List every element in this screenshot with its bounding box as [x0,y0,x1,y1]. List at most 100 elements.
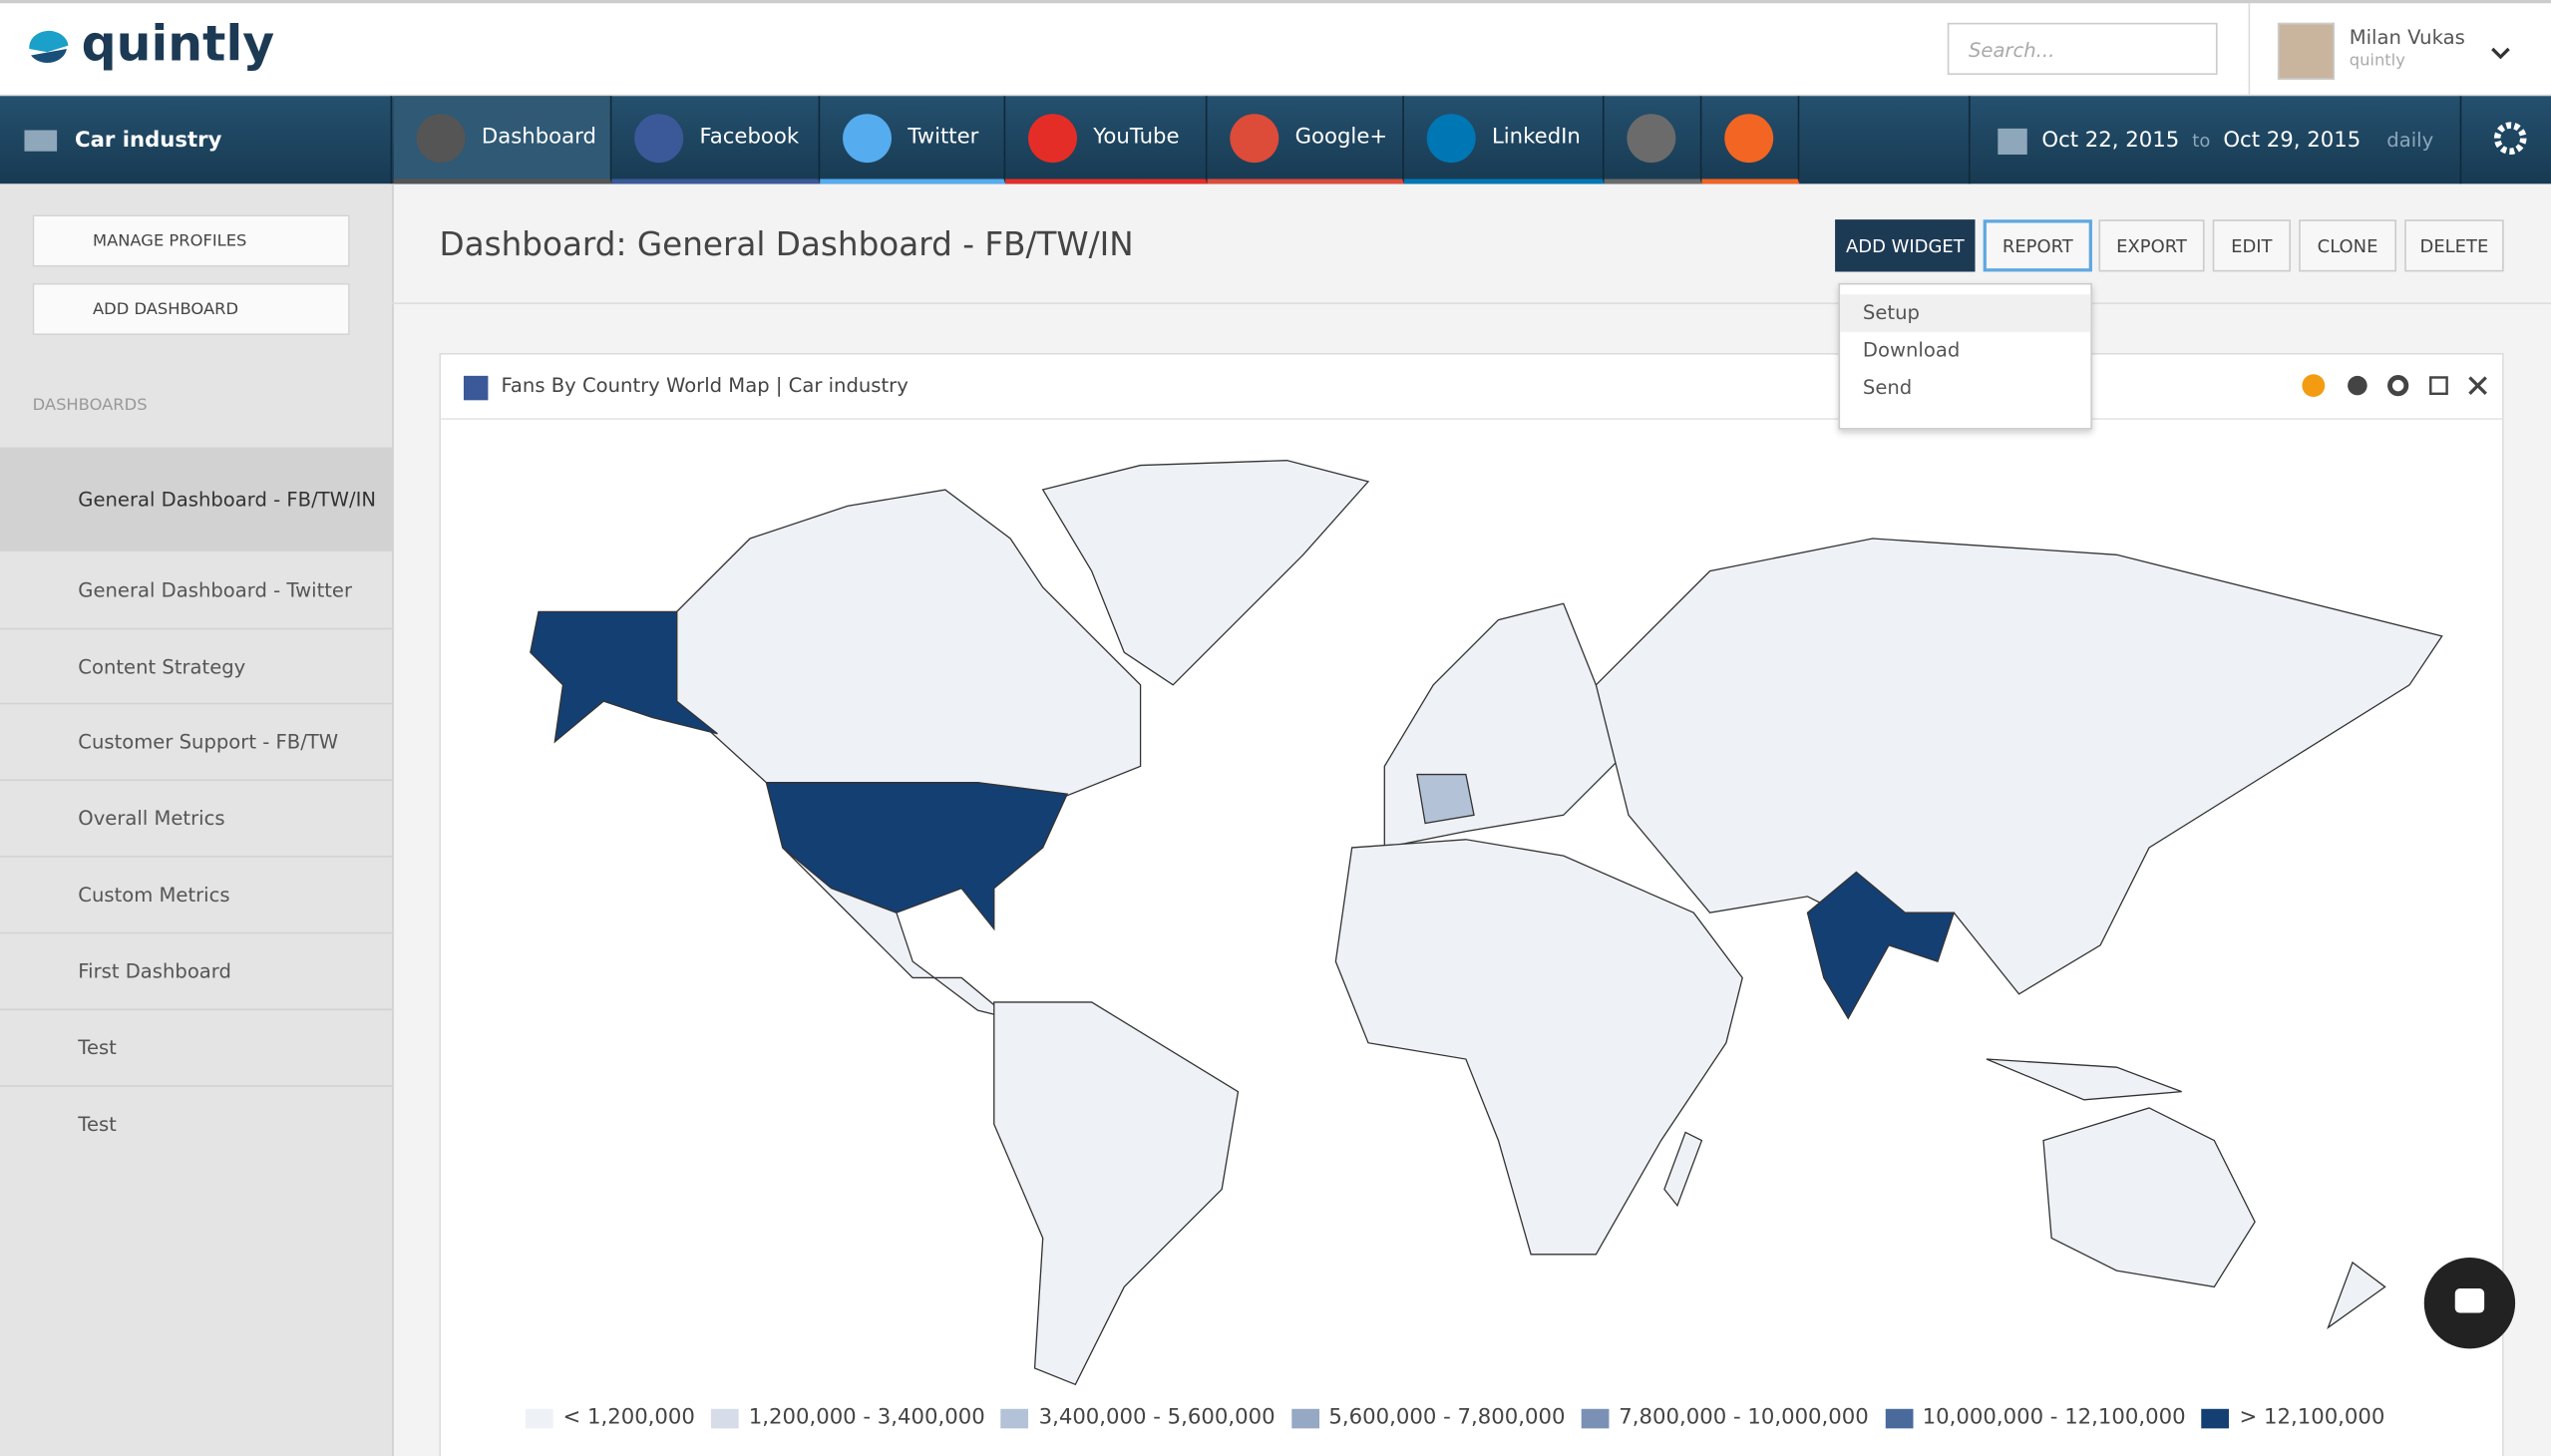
widget-controls[interactable] [2296,371,2491,404]
calendar-icon [1998,128,2027,155]
interval: daily [2386,128,2434,152]
france [1416,773,1475,825]
page-title: Dashboard: General Dashboard - FB/TW/IN [439,224,1134,264]
legend-swatch [1885,1407,1913,1428]
action-button[interactable]: CLONE [2299,219,2397,272]
action-button[interactable]: EXPORT [2098,219,2205,272]
nav-tab[interactable]: Google+ [1207,96,1404,184]
sidebar-button[interactable]: MANAGE PROFILES [32,214,350,267]
legend-label: 5,600,000 - 7,800,000 [1328,1405,1566,1430]
usa [765,782,1069,931]
legend-item: 5,600,000 - 7,800,000 [1290,1405,1566,1430]
nav-bar: Car industry Dashboard Facebook Twitter You… [0,96,2551,184]
dashboard-name: Customer Support - FB/TW [78,730,339,754]
dashboard-link[interactable]: Content Strategy [0,627,393,703]
tab-icon [1426,113,1476,163]
dashboard-name: Test [78,1112,117,1136]
europe [1383,602,1630,849]
date-to: Oct 29, 2015 [2223,128,2362,153]
tab-label: Google+ [1294,125,1388,151]
action-button[interactable]: REPORT [1983,219,2092,272]
facebook-icon [463,375,489,401]
nav-tab[interactable]: Twitter [820,96,1006,184]
date-from: Oct 22, 2015 [2041,128,2180,153]
dashboard-link[interactable]: Custom Metrics [0,856,393,932]
gear-icon [2493,122,2527,155]
tab-icon [1230,113,1279,163]
dashboard-name: Content Strategy [78,654,246,678]
dashboard-name: First Dashboard [78,959,231,983]
divider [2248,3,2251,98]
user-name: Milan Vukas [2349,26,2465,49]
nav-tab[interactable] [1701,96,1800,184]
search-box[interactable]: Search... [1947,22,2218,76]
dashboard-name: General Dashboard - Twitter [78,577,353,601]
legend-item: 7,800,000 - 10,000,000 [1581,1405,1869,1430]
widget-header [441,355,2503,420]
nav-tab[interactable]: YouTube [1005,96,1208,184]
dashboard-link[interactable]: General Dashboard - FB/TW/IN [0,447,393,550]
tab-label: Dashboard [481,125,596,151]
dashboard-name: Overall Metrics [78,807,225,831]
divider [392,302,2551,305]
profile-group-label: Car industry [75,128,222,153]
madagascar [1663,1131,1703,1208]
dashboard-link[interactable]: First Dashboard [0,931,393,1009]
australia [2042,1107,2256,1288]
dashboard-link[interactable]: Test [0,1085,393,1162]
dashboard-link[interactable]: Customer Support - FB/TW [0,702,393,780]
avatar [2277,22,2336,80]
tab-icon [416,113,466,163]
dashboard-name: General Dashboard - FB/TW/IN [78,488,377,512]
legend-item: 3,400,000 - 5,600,000 [1001,1406,1276,1430]
legend-swatch [1581,1407,1610,1428]
menu-item[interactable]: Setup [1840,294,2091,332]
legend-label: 7,800,000 - 10,000,000 [1619,1405,1869,1430]
south-america [993,1001,1240,1386]
action-button[interactable]: EDIT [2212,219,2291,272]
report-menu: Setup Download Send [1838,282,2092,430]
dashboard-name: Test [78,1036,117,1060]
legend-label: 3,400,000 - 5,600,000 [1038,1405,1276,1430]
widget-title: Fans By Country World Map | Car industry [501,374,909,398]
dashboard-link[interactable]: Overall Metrics [0,779,393,856]
tab-icon [1724,113,1774,163]
dashboard-link[interactable]: General Dashboard - Twitter [0,549,393,627]
legend-label: < 1,200,000 [562,1405,695,1430]
settings[interactable] [2459,96,2551,184]
legend-item: > 12,100,000 [2201,1406,2384,1430]
sidebar-button[interactable]: ADD DASHBOARD [32,282,350,336]
nav-tab[interactable]: LinkedIn [1403,96,1605,184]
menu-item[interactable]: Download [1862,338,1961,362]
tab-label: LinkedIn [1491,125,1581,151]
logo: quintly [81,16,275,74]
dashboard-link[interactable]: Test [0,1008,393,1085]
asia [1595,538,2443,995]
date-range[interactable]: Oct 22, 2015 to Oct 29, 2015 daily [1968,96,2456,184]
menu-item[interactable]: Send [1862,375,1913,399]
legend-item: 1,200,000 - 3,400,000 [711,1406,985,1430]
user-menu-toggle[interactable] [2489,46,2512,62]
legend-swatch [1001,1407,1029,1428]
greenland [1041,460,1370,686]
tab-icon [843,113,892,163]
section-label: DASHBOARDS [32,397,148,416]
nav-tab[interactable]: Facebook [611,96,821,184]
legend-label: 10,000,000 - 12,100,000 [1922,1405,2186,1430]
action-button[interactable]: DELETE [2404,219,2504,272]
nav-tab[interactable] [1604,96,1702,184]
profile-group[interactable]: Car industry [0,96,393,184]
tab-label: Facebook [699,125,800,151]
legend-swatch [525,1407,553,1428]
logo-icon [29,30,69,64]
tab-label: Twitter [908,125,979,151]
action-button[interactable]: ADD WIDGET [1835,219,1976,272]
help-button[interactable] [2423,1258,2516,1349]
widget: Fans By Country World Map | Car industry… [439,353,2504,1456]
nav-tab[interactable]: Dashboard [393,96,612,184]
user-company: quintly [2349,52,2405,71]
legend-item: < 1,200,000 [525,1405,695,1430]
